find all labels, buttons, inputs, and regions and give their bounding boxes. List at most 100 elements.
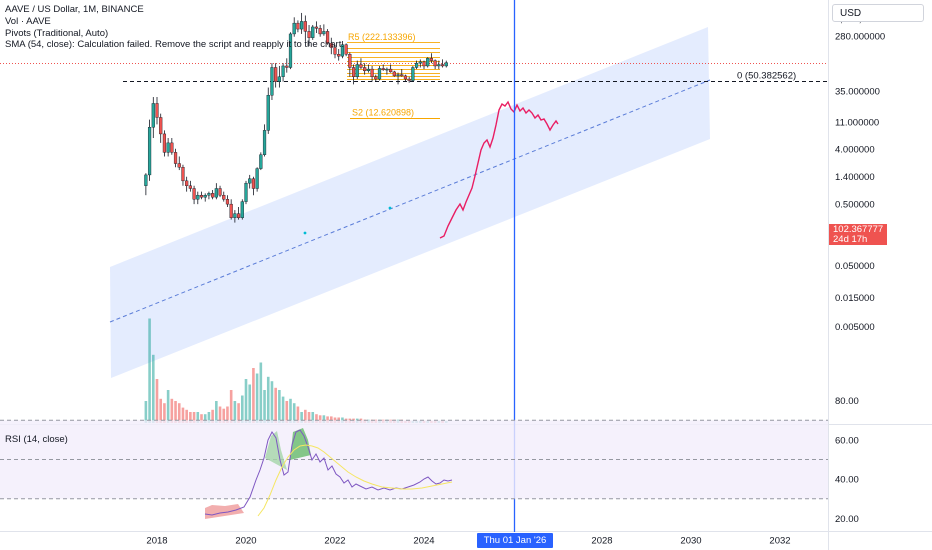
candle <box>314 21 319 34</box>
candle-body <box>259 154 263 169</box>
candle-body <box>274 67 278 82</box>
candle <box>444 60 448 68</box>
candle <box>236 206 241 220</box>
candle <box>159 113 163 143</box>
volume-bar <box>285 401 289 423</box>
candle-body <box>244 182 248 202</box>
candle <box>363 63 367 75</box>
candle-body <box>414 62 419 68</box>
volume-bar <box>181 407 185 423</box>
candle-body <box>214 188 218 198</box>
candle <box>318 24 322 37</box>
volume-bar <box>148 318 151 423</box>
candle <box>355 60 359 80</box>
candle <box>266 87 270 134</box>
regression-channel <box>110 27 710 378</box>
candle-body <box>396 74 400 77</box>
candle <box>400 69 404 77</box>
rsi-legend[interactable]: RSI (14, close) <box>5 434 68 445</box>
legend-volume[interactable]: Vol · AAVE <box>5 15 51 27</box>
candle <box>307 24 311 47</box>
candle <box>437 60 441 70</box>
candle-body <box>225 199 230 205</box>
candle-body <box>207 193 211 196</box>
candle-body <box>240 201 244 218</box>
chart-legend: AAVE / US Dollar, 1M, BINANCE Vol · AAVE… <box>5 4 344 51</box>
candle <box>351 64 356 85</box>
signal-marker <box>303 231 307 235</box>
volume-bar <box>315 414 318 423</box>
legend-symbol[interactable]: AAVE / US Dollar, 1M, BINANCE <box>5 4 144 15</box>
candle-body <box>318 28 322 35</box>
volume-bar <box>248 384 252 423</box>
candle <box>155 97 159 125</box>
volume-bar <box>170 398 174 423</box>
candle <box>429 53 434 64</box>
candle-body <box>300 21 304 30</box>
candle-body <box>348 54 352 68</box>
candle <box>240 199 244 220</box>
volume-bar <box>163 403 166 423</box>
candle <box>199 191 204 200</box>
candle <box>374 74 378 82</box>
candle-body <box>400 74 404 77</box>
volume-bar <box>189 412 192 423</box>
candle <box>296 20 300 33</box>
volume-bar <box>203 414 207 423</box>
candle <box>255 167 259 192</box>
candle <box>277 65 281 88</box>
candle <box>418 59 422 68</box>
candle-body <box>255 168 259 189</box>
candle <box>214 183 218 200</box>
volume-bar <box>174 401 177 423</box>
candle <box>196 191 200 205</box>
volume-bar <box>278 390 281 423</box>
volume-bar <box>155 379 159 423</box>
volume-bar <box>255 373 259 423</box>
candle-body <box>211 193 215 198</box>
volume-bar <box>296 406 300 423</box>
candle-body <box>366 68 370 72</box>
legend-sma-error[interactable]: SMA (54, close): Calculation failed. Rem… <box>5 39 344 51</box>
candle <box>166 138 170 157</box>
candle-body <box>155 103 159 118</box>
candle-body <box>370 68 374 77</box>
candle-body <box>355 64 359 77</box>
volume-bar <box>244 379 248 423</box>
candle <box>144 173 148 196</box>
candle-body <box>177 163 181 168</box>
candle-body <box>307 31 311 38</box>
candle <box>274 63 278 88</box>
time-axis-label: 2022 <box>324 536 345 547</box>
pivot-label: S2 (12.620898) <box>352 108 414 118</box>
candle-body <box>311 26 315 38</box>
candle <box>340 40 345 59</box>
volume-bar <box>263 390 266 423</box>
candle <box>311 24 315 40</box>
volume-bar <box>151 354 155 423</box>
time-axis-label: 2032 <box>769 536 790 547</box>
candle-body <box>233 213 237 218</box>
volume-bar <box>289 398 292 423</box>
price-axis-label: 35.000000 <box>835 87 880 98</box>
candle <box>281 63 285 82</box>
time-axis-label: 2030 <box>680 536 701 547</box>
candle <box>177 156 181 171</box>
candle-body <box>218 188 222 196</box>
candle <box>370 65 374 82</box>
candle-body <box>181 167 185 182</box>
candle-body <box>426 58 430 67</box>
candle-body <box>444 62 448 67</box>
candle <box>173 148 178 168</box>
price-axis-label: 0.500000 <box>835 200 875 211</box>
candle <box>181 164 185 186</box>
candle <box>303 15 307 41</box>
candle <box>259 152 263 171</box>
candle-body <box>422 61 426 67</box>
candle-series <box>144 12 448 223</box>
currency-button[interactable]: USD <box>832 4 924 22</box>
legend-pivots[interactable]: Pivots (Traditional, Auto) <box>5 27 109 39</box>
time-axis-label: 2028 <box>591 536 612 547</box>
candle <box>329 37 333 55</box>
